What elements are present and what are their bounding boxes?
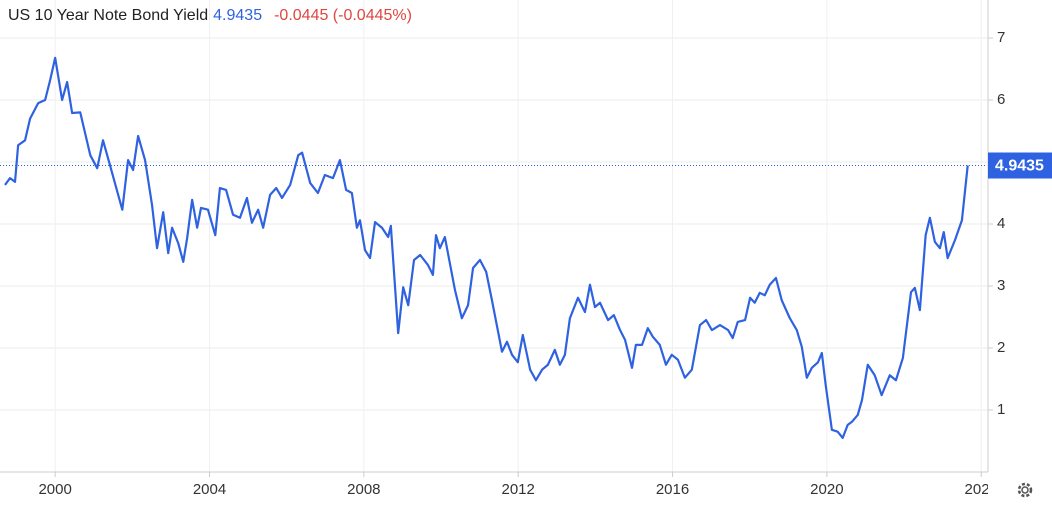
x-tick-label: 2000 xyxy=(38,481,71,498)
x-tick-label: 2024 xyxy=(965,481,998,498)
change: -0.0445 (-0.0445%) xyxy=(274,7,412,24)
header: US 10 Year Note Bond Yield 4.9435 -0.0445 … xyxy=(8,7,412,24)
y-tick-label: 7 xyxy=(997,29,1005,46)
last-value-tag xyxy=(988,152,1052,179)
last-value-label: 4.9435 xyxy=(995,158,1044,175)
x-tick-label: 2012 xyxy=(501,481,534,498)
x-tick-label: 2016 xyxy=(656,481,689,498)
chart-title: US 10 Year Note Bond Yield xyxy=(8,7,208,24)
x-tick-label: 2004 xyxy=(193,481,226,498)
grid xyxy=(0,0,987,472)
y-tick-label: 2 xyxy=(997,339,1005,356)
x-labels: 2000 2004 2008 2012 2016 2020 2024 xyxy=(38,481,998,498)
price: 4.9435 xyxy=(213,7,262,24)
y-tick-label: 3 xyxy=(997,277,1005,294)
settings-icon[interactable] xyxy=(1017,482,1033,498)
y-tick-label: 1 xyxy=(997,401,1005,418)
x-tick-label: 2008 xyxy=(347,481,380,498)
y-tick-label: 6 xyxy=(997,91,1005,108)
x-tick-label: 2020 xyxy=(810,481,843,498)
plot xyxy=(0,56,987,439)
series-line xyxy=(4,56,969,439)
y-tick-label: 4 xyxy=(997,215,1005,232)
